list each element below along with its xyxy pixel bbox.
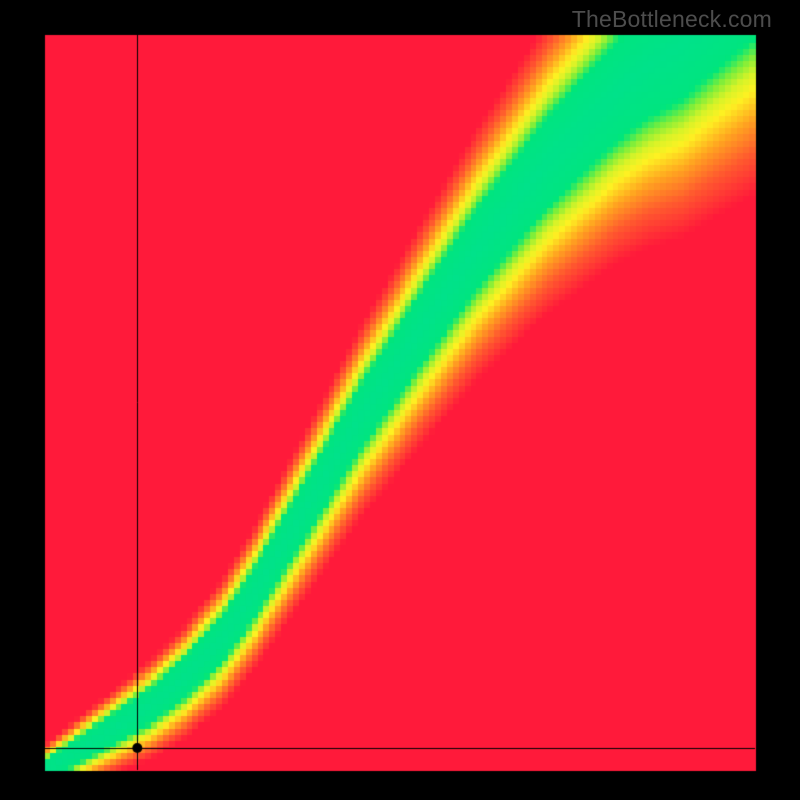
chart-container: TheBottleneck.com: [0, 0, 800, 800]
bottleneck-heatmap: [0, 0, 800, 800]
watermark-text: TheBottleneck.com: [572, 6, 772, 33]
